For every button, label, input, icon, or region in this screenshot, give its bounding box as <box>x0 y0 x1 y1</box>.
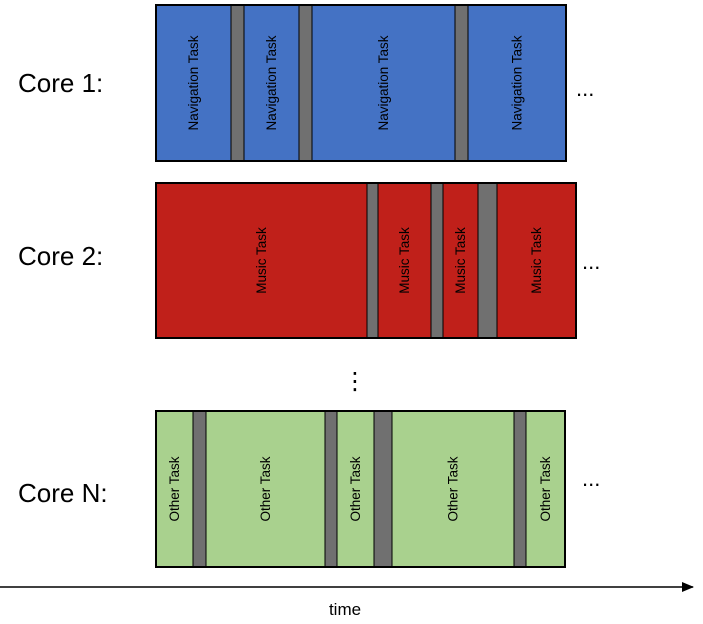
core-n-timeline: Other Task Other Task Other Task Other Task… <box>155 410 566 568</box>
other-task-block <box>391 410 515 568</box>
navigation-task-block <box>155 4 232 162</box>
other-task-block <box>525 410 566 568</box>
core-2-label: Core 2: <box>18 241 103 271</box>
timeline-frame <box>155 410 566 568</box>
other-task-label: Other Task <box>538 456 553 521</box>
other-task-label: Other Task <box>348 456 363 521</box>
other-task-label: Other Task <box>258 456 273 521</box>
music-task-block <box>377 182 432 339</box>
context-switch <box>298 4 313 162</box>
core-n-continuation: ... <box>582 466 600 491</box>
navigation-task-label: Navigation Task <box>376 35 391 130</box>
core-1-row: Core 1: Navigation Task Navigation Task Na… <box>18 4 594 162</box>
core-1-timeline: Navigation Task Navigation Task Navigation… <box>155 4 567 162</box>
context-switch <box>230 4 245 162</box>
core-n-label: Core N: <box>18 478 108 508</box>
time-axis-label: time <box>329 600 361 619</box>
context-switch <box>366 182 379 339</box>
core-2-row: Core 2: Music Task Music Task Music Task Mu… <box>18 182 600 339</box>
music-task-block <box>442 182 479 339</box>
context-switch <box>373 410 393 568</box>
core-2-timeline: Music Task Music Task Music Task Music Task <box>155 182 577 339</box>
context-switch <box>430 182 444 339</box>
navigation-task-label: Navigation Task <box>264 35 279 130</box>
music-task-label: Music Task <box>453 227 468 294</box>
other-task-label: Other Task <box>446 456 461 521</box>
core-2-continuation: ... <box>582 249 600 274</box>
music-task-label: Music Task <box>529 227 544 294</box>
timeline-frame <box>155 182 577 339</box>
core-1-label: Core 1: <box>18 68 103 98</box>
music-task-label: Music Task <box>254 227 269 294</box>
navigation-task-block <box>467 4 567 162</box>
music-task-block <box>496 182 577 339</box>
other-task-label: Other Task <box>167 456 182 521</box>
time-axis: time <box>0 582 694 619</box>
navigation-task-block <box>243 4 300 162</box>
navigation-task-label: Navigation Task <box>186 35 201 130</box>
core-1-continuation: ... <box>576 76 594 101</box>
context-switch <box>513 410 527 568</box>
core-n-row: Core N: Other Task Other Task Other Task Ot… <box>18 410 600 568</box>
context-switch <box>324 410 338 568</box>
context-switch <box>192 410 207 568</box>
more-cores-ellipsis: ⋮ <box>343 368 367 395</box>
navigation-task-label: Navigation Task <box>510 35 525 130</box>
context-switch <box>477 182 498 339</box>
timeline-frame <box>155 4 567 162</box>
context-switch <box>454 4 469 162</box>
other-task-block <box>205 410 326 568</box>
music-task-label: Music Task <box>397 227 412 294</box>
